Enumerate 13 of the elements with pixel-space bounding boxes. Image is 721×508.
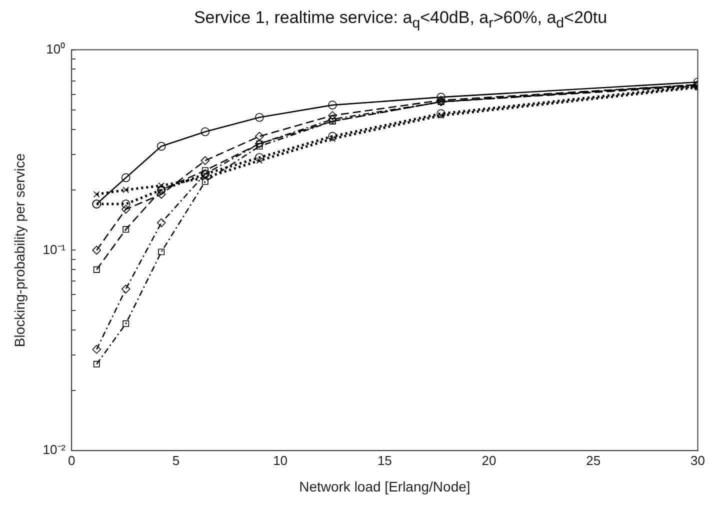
y-tick-label: 10⁻² bbox=[42, 442, 66, 458]
x-axis-title: Network load [Erlang/Node] bbox=[299, 478, 470, 494]
x-tick-label: 10 bbox=[273, 452, 288, 468]
x-tick-label: 15 bbox=[377, 452, 392, 468]
x-tick-label: 25 bbox=[586, 452, 601, 468]
y-tick-label: 10⁻¹ bbox=[42, 242, 66, 257]
chart-title: Service 1, realtime service: a$_{q}$<40dB, a$_{r}$>60%, a$_{d}$<20tu bbox=[192, 8, 608, 32]
x-tick-label: 20 bbox=[482, 452, 496, 468]
y-axis-title: Blocking-probability per service bbox=[11, 153, 28, 348]
x-tick-label: 0 bbox=[68, 452, 76, 468]
x-tick-label: 30 bbox=[690, 452, 706, 468]
x-tick-label: 5 bbox=[172, 452, 180, 468]
y-tick-label: 10⁰ bbox=[46, 41, 66, 56]
